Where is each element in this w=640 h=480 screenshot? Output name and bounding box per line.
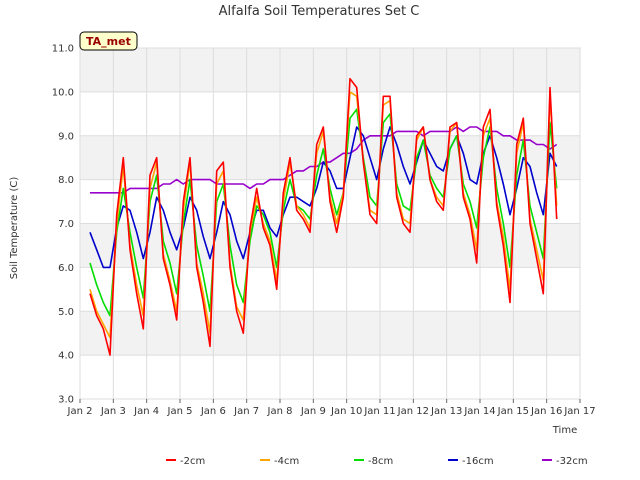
legend-label: -4cm — [274, 456, 299, 467]
x-tick-label: Jan 16 — [530, 406, 562, 417]
y-tick-label: 8.0 — [58, 175, 74, 186]
badge-box — [79, 31, 138, 51]
legend-label: -32cm — [556, 456, 588, 467]
legend: -2cm -4cm -8cm -16cm -32cm — [166, 456, 588, 467]
x-tick-label: Jan 4 — [133, 406, 159, 417]
y-tick-label: 7.0 — [58, 219, 74, 230]
x-tick-label: Jan 14 — [463, 406, 495, 417]
y-tick-label: 11.0 — [52, 44, 74, 55]
x-tick-label: Jan 8 — [267, 406, 293, 417]
legend-label: -8cm — [368, 456, 393, 467]
x-tick-label: Jan 3 — [100, 406, 126, 417]
plot-band — [80, 311, 580, 356]
x-axis-label: Time — [552, 425, 577, 436]
plot-band — [80, 48, 580, 92]
x-tick-label: Jan 9 — [300, 406, 326, 417]
legend-label: -2cm — [180, 456, 205, 467]
x-tick-label: Jan 13 — [430, 406, 462, 417]
x-tick-label: Jan 7 — [233, 406, 259, 417]
badge-label: TA_met — [86, 35, 131, 48]
y-tick-label: 6.0 — [58, 263, 74, 274]
x-tick-label: Jan 6 — [200, 406, 226, 417]
chart-title: Alfalfa Soil Temperatures Set C — [219, 4, 420, 19]
x-axis: Jan 2 Jan 3 Jan 4 Jan 5 Jan 6 Jan 7 Jan 8 Jan 9… — [67, 399, 596, 417]
y-axis: 3.0 4.0 5.0 6.0 7.0 8.0 9.0 10.0 11.0 — [52, 44, 74, 406]
ta-met-badge: TA_met — [79, 31, 138, 51]
y-tick-label: 9.0 — [58, 131, 74, 142]
x-tick-label: Jan 12 — [397, 406, 429, 417]
y-tick-label: 10.0 — [52, 87, 74, 98]
series-lines — [89, 77, 558, 356]
x-tick-label: Jan 17 — [563, 406, 595, 417]
y-tick-label: 3.0 — [58, 395, 74, 406]
x-tick-label: Jan 15 — [497, 406, 529, 417]
x-tick-label: Jan 11 — [363, 406, 395, 417]
x-tick-label: Jan 2 — [67, 406, 93, 417]
y-tick-label: 5.0 — [58, 307, 74, 318]
x-tick-label: Jan 10 — [330, 406, 362, 417]
x-tick-label: Jan 5 — [167, 406, 193, 417]
y-axis-label: Soil Temperature (C) — [9, 177, 20, 280]
series-line-minus-16cm — [89, 126, 558, 269]
series-line-minus-2cm — [89, 77, 558, 356]
y-tick-label: 4.0 — [58, 351, 74, 362]
legend-label: -16cm — [462, 456, 494, 467]
